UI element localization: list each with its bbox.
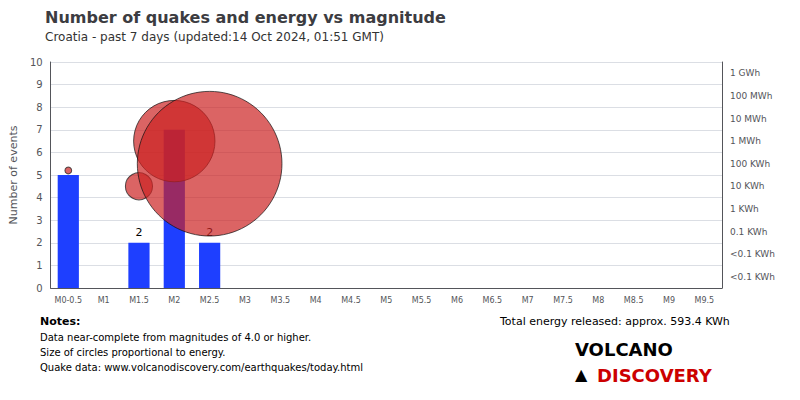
svg-text:M7: M7 — [522, 296, 534, 305]
svg-text:M0-0.5: M0-0.5 — [54, 296, 82, 305]
svg-text:10: 10 — [30, 57, 43, 68]
svg-text:Size of circles proportional t: Size of circles proportional to energy. — [40, 347, 226, 358]
svg-text:M5: M5 — [380, 296, 392, 305]
svg-text:M1: M1 — [98, 296, 110, 305]
svg-text:Quake data: www.volcanodiscove: Quake data: www.volcanodiscovery.com/ear… — [40, 362, 363, 373]
svg-text:1 MWh: 1 MWh — [730, 136, 761, 146]
svg-text:Number of quakes and energy vs: Number of quakes and energy vs magnitude — [45, 8, 446, 27]
svg-text:DISCOVERY: DISCOVERY — [597, 365, 713, 386]
svg-text:M8: M8 — [592, 296, 604, 305]
svg-text:2: 2 — [36, 237, 42, 248]
svg-text:M3.5: M3.5 — [270, 296, 290, 305]
svg-text:0: 0 — [36, 283, 42, 294]
svg-text:M2: M2 — [168, 296, 180, 305]
svg-text:7: 7 — [36, 124, 42, 135]
svg-text:M7.5: M7.5 — [553, 296, 573, 305]
svg-text:100 MWh: 100 MWh — [730, 91, 772, 101]
svg-text:1: 1 — [36, 260, 42, 271]
svg-text:M3: M3 — [239, 296, 251, 305]
svg-text:M8.5: M8.5 — [624, 296, 644, 305]
svg-text:100 KWh: 100 KWh — [730, 159, 770, 169]
svg-text:5: 5 — [36, 170, 42, 181]
svg-text:1 GWh: 1 GWh — [730, 68, 760, 78]
svg-text:M4: M4 — [310, 296, 322, 305]
svg-text:Croatia - past 7 days (updated: Croatia - past 7 days (updated:14 Oct 20… — [45, 30, 384, 44]
svg-text:4: 4 — [36, 192, 42, 203]
svg-text:10 KWh: 10 KWh — [730, 181, 765, 191]
svg-text:M9.5: M9.5 — [695, 296, 715, 305]
svg-text:3: 3 — [36, 215, 42, 226]
svg-text:Notes:: Notes: — [40, 315, 80, 328]
svg-text:1 KWh: 1 KWh — [730, 204, 759, 214]
svg-text:▲: ▲ — [575, 365, 588, 384]
svg-text:M4.5: M4.5 — [341, 296, 361, 305]
svg-text:M1.5: M1.5 — [129, 296, 149, 305]
svg-text:Total energy released: approx.: Total energy released: approx. 593.4 KWh — [499, 315, 730, 328]
svg-text:M5.5: M5.5 — [412, 296, 432, 305]
svg-text:2: 2 — [135, 226, 142, 239]
svg-text:M2.5: M2.5 — [200, 296, 220, 305]
svg-text:8: 8 — [36, 102, 42, 113]
svg-text:6: 6 — [36, 147, 42, 158]
svg-text:Number of events: Number of events — [7, 125, 20, 224]
svg-text:<0.1 KWh: <0.1 KWh — [730, 249, 775, 259]
svg-text:9: 9 — [36, 79, 42, 90]
svg-text:M6.5: M6.5 — [483, 296, 503, 305]
svg-text:<0.1 KWh: <0.1 KWh — [730, 272, 775, 282]
svg-text:10 MWh: 10 MWh — [730, 114, 767, 124]
svg-text:M9: M9 — [663, 296, 675, 305]
svg-text:M6: M6 — [451, 296, 463, 305]
svg-text:VOLCANO: VOLCANO — [575, 339, 673, 360]
svg-text:Data near-complete from magnit: Data near-complete from magnitudes of 4.… — [40, 332, 311, 343]
svg-text:0.1 KWh: 0.1 KWh — [730, 227, 767, 237]
